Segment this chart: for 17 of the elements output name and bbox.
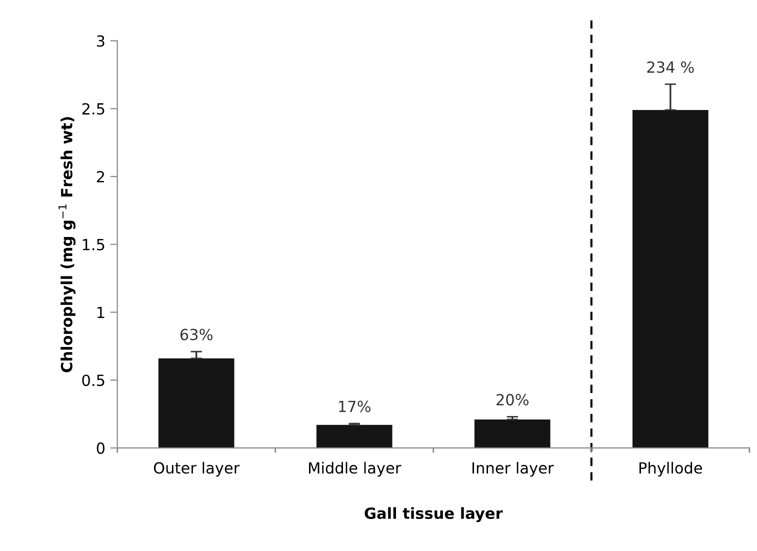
y-tick-label: 2: [96, 170, 104, 182]
y-axis-title: Chlorophyll (mg g$^{−1}$ Fresh wt): [58, 117, 76, 372]
x-tick-label: Outer layer: [154, 462, 240, 477]
annotation: 20%: [496, 394, 529, 406]
x-tick-label: Phyllode: [639, 462, 702, 477]
annotation: 63%: [180, 328, 212, 340]
y-tick-label: 1: [97, 306, 104, 318]
annotation: 234 %: [647, 61, 694, 73]
y-tick-label: 1.5: [82, 239, 104, 250]
x-axis-title: Gall tissue layer: [364, 507, 503, 522]
y-tick-label: 3: [96, 35, 104, 47]
y-tick-label: 0: [96, 442, 105, 454]
x-tick-label: Inner layer: [472, 462, 554, 477]
y-tick-label: 0.5: [82, 374, 104, 386]
x-tick-label: Middle layer: [309, 462, 402, 477]
annotation: 17%: [339, 400, 371, 412]
y-tick-label: 2.5: [82, 103, 104, 115]
